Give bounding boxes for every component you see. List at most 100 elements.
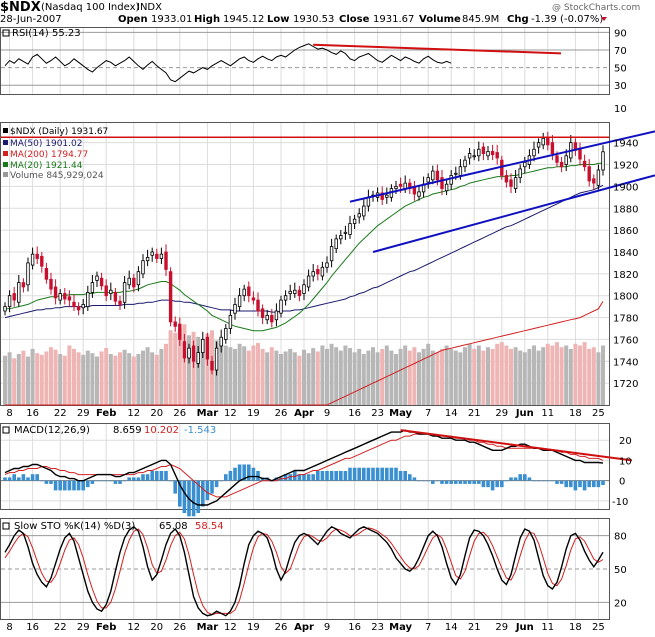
rsi-y-tick: 50 [614,64,627,75]
candle-body [242,288,246,297]
candle-body [178,323,182,340]
candle-body [109,289,113,294]
candle-body [316,269,320,275]
macd-histogram-bar [196,480,200,514]
candle-body [90,282,95,293]
volume-bar [154,354,159,405]
candle-body [201,339,205,353]
volume-bar [394,354,398,405]
candle-body [237,295,242,308]
volume-bar [573,343,578,405]
down-arrow-icon [601,17,607,21]
macd-histogram-bar [127,477,131,481]
price-legend-ma50: MA(50) 1901.02 [10,139,82,149]
x-tick-label: 12 [127,408,140,419]
chg-label: Chg [507,14,529,25]
macd-histogram-bar [178,480,182,507]
macd-histogram-bar [486,480,490,488]
x-tick-label: 7 [425,622,431,633]
volume-bar [242,346,247,405]
macd-histogram-bar [555,480,559,484]
candle-body [601,151,605,171]
macd-histogram-bar [509,477,513,481]
candle-body [205,336,210,360]
volume-bar [329,343,334,405]
price-legend-ma200: MA(200) 1794.77 [10,150,88,160]
channel-lower-line [372,174,655,253]
x-tick-label: Apr [294,408,314,419]
candle-body [35,253,39,259]
volume-bar [311,348,316,405]
candle-body [587,166,591,182]
volume-bar [596,352,601,405]
volume-bar [564,345,569,405]
price-layer [1,130,655,406]
sto-legend-d: 58.54 [195,521,224,532]
candle-body [329,246,334,262]
symbol-title: $NDX [0,0,41,15]
volume-bar [463,347,467,405]
macd-histogram-bar [578,480,582,488]
macd-histogram-bar [233,467,237,481]
volume-bar [85,350,90,405]
x-tick-label: 29 [77,408,90,419]
macd-histogram-bar [40,480,44,482]
price-y-tick: 1880 [613,204,638,215]
volume-bar [532,345,536,405]
volume-bar [260,348,265,405]
macd-histogram-bar [546,480,550,482]
swatch-ma20 [3,162,8,167]
candle-body [440,177,444,189]
macd-histogram-bar [53,480,58,491]
macd-histogram-bar [242,464,246,481]
volume-bar [233,348,237,405]
macd-histogram-bar [219,480,223,482]
macd-histogram-bar [155,470,159,481]
price-y-tick: 1940 [613,139,638,150]
macd-histogram-bar [210,480,214,494]
volume-bar [297,355,302,405]
macd-histogram-bar [564,480,568,488]
candle-body [30,253,35,266]
candle-body [504,175,509,183]
candle-body [113,292,118,302]
macd-histogram-bar [426,480,430,482]
volume-bar [131,356,136,405]
volume-bar [39,354,44,405]
macd-histogram-bar [12,474,16,481]
macd-histogram-bar [592,480,596,488]
volume-bar [440,348,444,405]
price-y-tick: 1760 [613,335,638,346]
volume-bar [99,351,104,405]
candle-body [228,314,233,329]
macd-histogram-bar [237,464,242,481]
volume-bar [168,330,173,405]
macd-histogram-bar [343,470,348,481]
candle-body [325,262,329,268]
x-tick-label: 14 [445,622,458,633]
x-tick-label: 22 [54,408,67,419]
macd-histogram-bar [58,480,62,491]
x-tick-label: 12 [224,622,237,633]
macd-histogram-bar [145,474,150,481]
candle-body [592,178,596,184]
volume-bar [223,345,228,405]
candle-body [274,310,279,321]
low-value: 1930.53 [293,14,334,25]
macd-histogram-bar [472,480,476,484]
x-tick-label: 16 [26,408,39,419]
macd-histogram-bar [389,467,394,481]
macd-histogram-bar [412,477,417,481]
macd-histogram-bar [49,480,53,484]
macd-histogram-bar [224,474,228,481]
candle-body [541,137,545,146]
macd-histogram-bar [26,477,30,481]
macd-histogram-bar [214,480,219,488]
x-tick-label: Jun [515,622,534,633]
volume-bar [343,345,348,405]
macd-legend-hist: -1.543 [184,425,216,436]
macd-histogram-bar [81,480,85,491]
volume-bar [30,348,35,405]
macd-histogram-bar [256,470,260,481]
candle-body [256,299,260,312]
